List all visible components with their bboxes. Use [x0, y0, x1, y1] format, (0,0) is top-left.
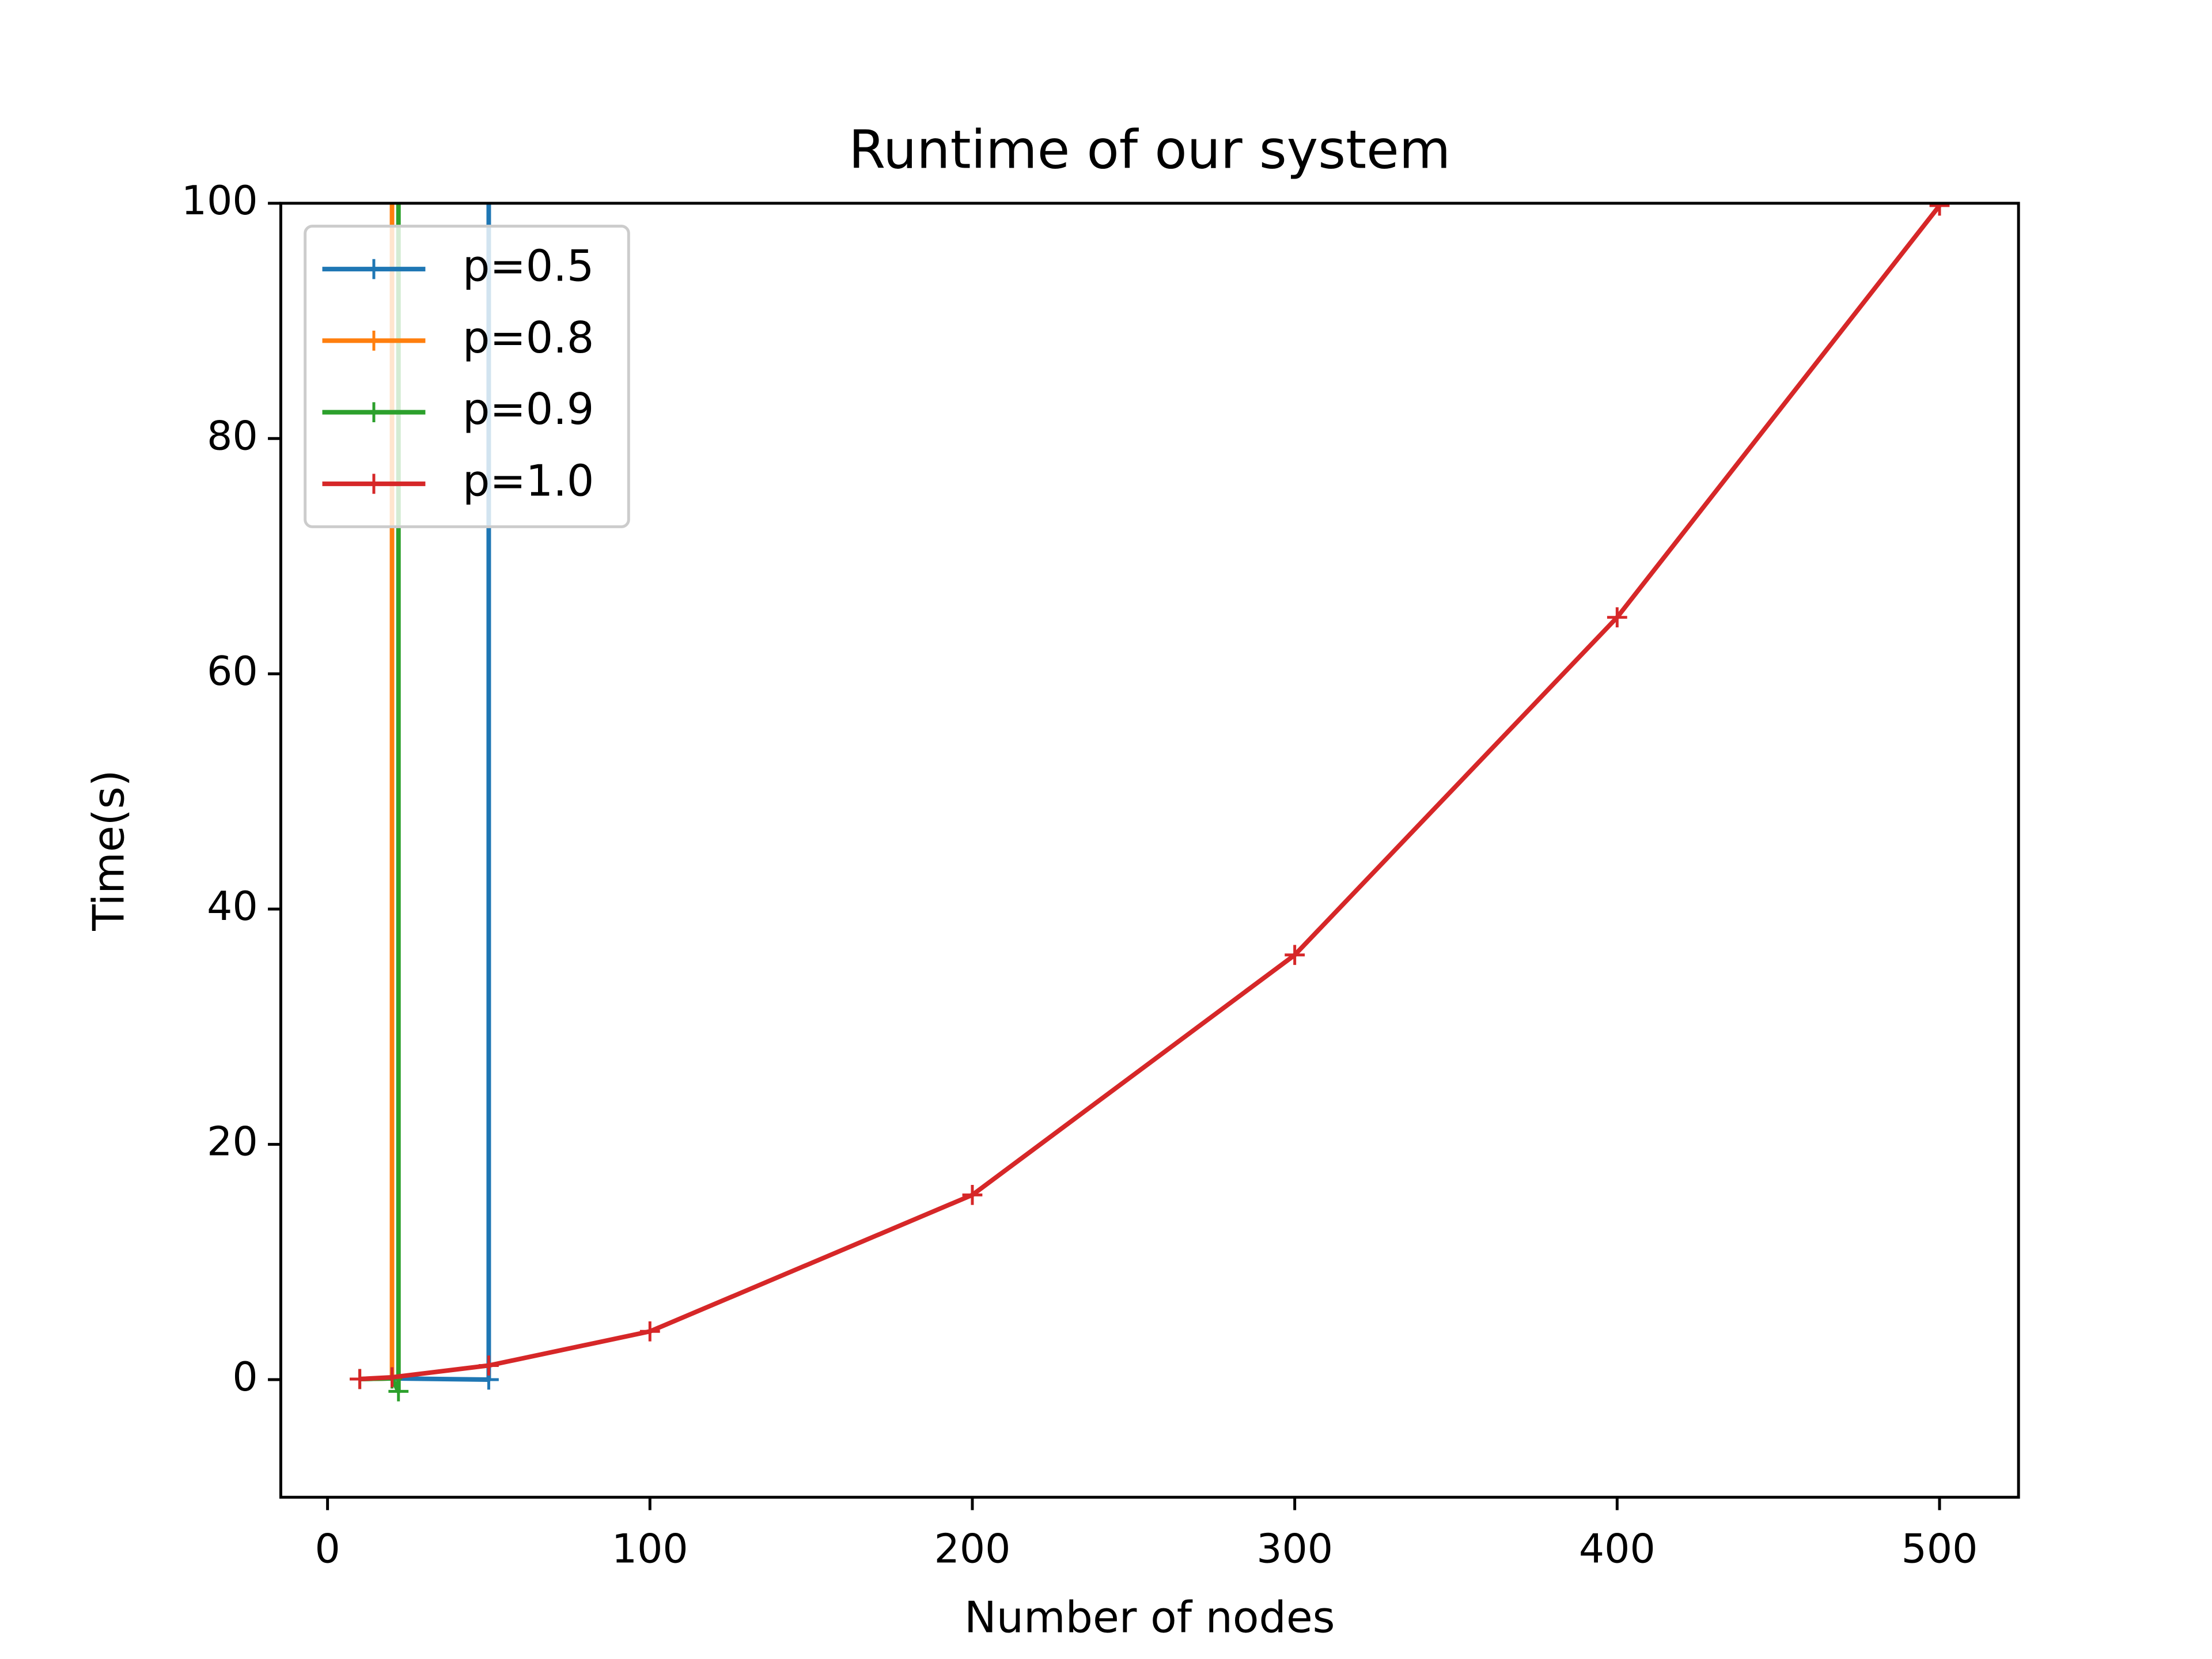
- data-point: [639, 1321, 660, 1342]
- x-tick-label: 300: [1256, 1526, 1333, 1573]
- data-point: [479, 1355, 499, 1376]
- y-tick-label: 80: [207, 412, 258, 459]
- legend-marker: [363, 259, 384, 279]
- legend-label: p=0.5: [463, 241, 594, 291]
- y-axis-label: Time(s): [84, 770, 134, 931]
- legend-box: [304, 225, 630, 528]
- plot-area: [350, 203, 1950, 1402]
- data-point: [962, 1184, 983, 1205]
- x-tick-label: 200: [934, 1526, 1011, 1573]
- data-point: [1929, 203, 1950, 216]
- y-tick-label: 0: [232, 1354, 257, 1400]
- legend-marker: [363, 402, 384, 423]
- chart-title: Runtime of our system: [849, 119, 1450, 180]
- data-point: [1285, 945, 1305, 965]
- series-line: [359, 204, 1942, 1381]
- x-tick-label: 0: [315, 1526, 340, 1573]
- x-tick-label: 500: [1902, 1526, 1978, 1573]
- legend-marker: [363, 331, 384, 351]
- y-tick-label: 60: [207, 648, 258, 695]
- data-point: [382, 1367, 402, 1388]
- y-tick-label: 20: [207, 1119, 258, 1165]
- legend-label: p=1.0: [463, 456, 594, 506]
- data-point: [1607, 607, 1627, 628]
- data-point: [388, 1381, 409, 1402]
- x-axis-label: Number of nodes: [964, 1592, 1335, 1642]
- plot-frame: [279, 202, 2020, 1499]
- data-point: [350, 1369, 370, 1389]
- legend-label: p=0.8: [463, 313, 594, 363]
- x-tick-label: 100: [612, 1526, 688, 1573]
- y-tick-label: 40: [207, 883, 258, 930]
- legend-label: p=0.9: [463, 384, 594, 434]
- legend-marker: [363, 474, 384, 494]
- series: [350, 203, 1950, 1389]
- x-tick-label: 400: [1579, 1526, 1656, 1573]
- y-tick-label: 100: [181, 177, 258, 224]
